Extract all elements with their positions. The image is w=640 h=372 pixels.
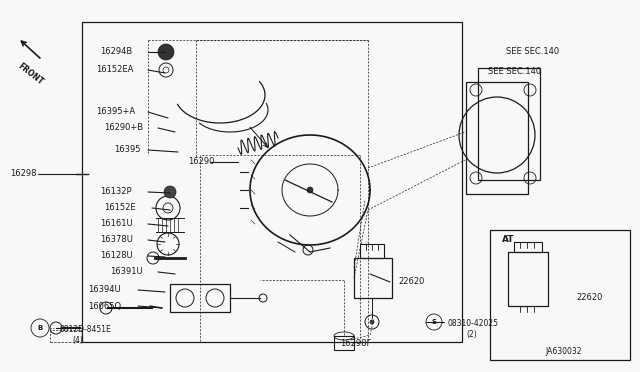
Text: 16394U: 16394U — [88, 285, 120, 295]
Circle shape — [370, 320, 374, 324]
Text: 16391U: 16391U — [110, 267, 143, 276]
Text: 16152E: 16152E — [104, 203, 136, 212]
Circle shape — [158, 44, 174, 60]
Text: 16395+A: 16395+A — [96, 108, 135, 116]
Text: 16290+B: 16290+B — [104, 124, 143, 132]
Text: 16152EA: 16152EA — [96, 65, 133, 74]
Text: 16128U: 16128U — [100, 251, 132, 260]
Text: 16298F: 16298F — [340, 340, 371, 349]
Text: B: B — [37, 325, 43, 331]
Text: 16378U: 16378U — [100, 235, 133, 244]
Text: JA630032: JA630032 — [545, 347, 582, 356]
Text: 22620: 22620 — [576, 294, 602, 302]
Text: 0812D-8451E: 0812D-8451E — [60, 326, 112, 334]
Text: 16290: 16290 — [188, 157, 214, 167]
Text: (4): (4) — [72, 336, 83, 344]
Text: 22620: 22620 — [398, 278, 424, 286]
Text: S: S — [431, 319, 436, 325]
Text: SEE SEC.140: SEE SEC.140 — [506, 48, 559, 57]
Circle shape — [164, 186, 176, 198]
Text: SEE SEC.140: SEE SEC.140 — [488, 67, 541, 77]
Circle shape — [307, 187, 313, 193]
Text: (2): (2) — [466, 330, 477, 339]
Text: 16395: 16395 — [114, 145, 141, 154]
Text: 16298: 16298 — [10, 170, 36, 179]
Text: AT: AT — [502, 235, 515, 244]
Text: FRONT: FRONT — [15, 61, 44, 87]
Text: 08310-42025: 08310-42025 — [448, 320, 499, 328]
Text: 16065Q: 16065Q — [88, 301, 121, 311]
Text: 16294B: 16294B — [100, 48, 132, 57]
Text: 16132P: 16132P — [100, 187, 132, 196]
Text: 16161U: 16161U — [100, 219, 132, 228]
